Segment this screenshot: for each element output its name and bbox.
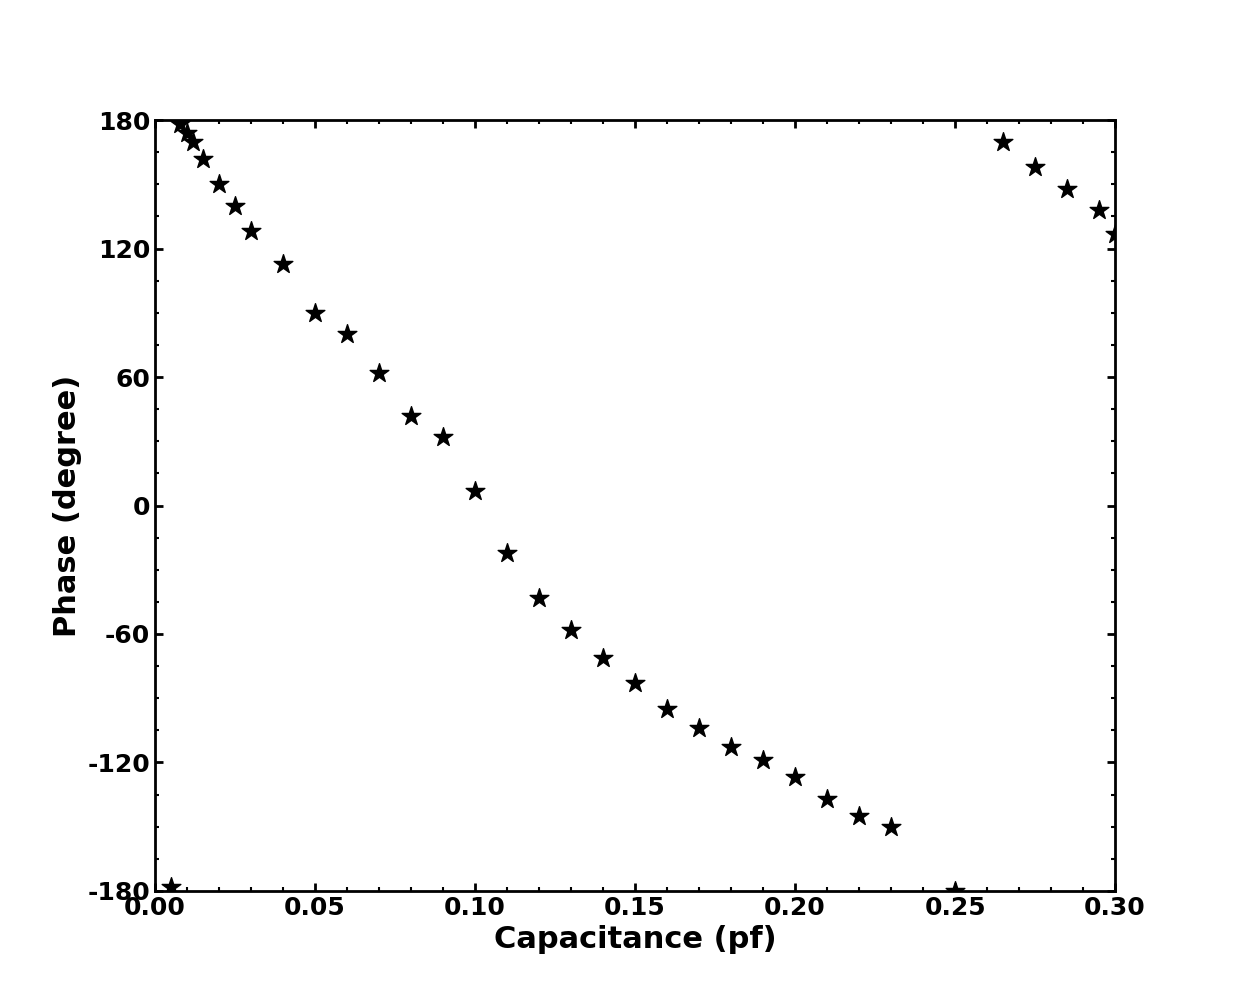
Point [401, 407, 421, 423]
Point [753, 753, 773, 769]
Point [561, 622, 581, 638]
Point [273, 255, 292, 271]
Point [434, 429, 453, 445]
Point [1105, 225, 1125, 241]
Point [1089, 202, 1109, 218]
Point [881, 819, 901, 835]
Point [305, 304, 325, 320]
Point [369, 364, 389, 380]
Point [786, 770, 805, 786]
Point [171, 116, 191, 132]
Point [721, 740, 741, 756]
Point [945, 883, 965, 899]
Point [183, 133, 203, 149]
Point [337, 326, 357, 342]
Point [818, 791, 838, 807]
Point [1057, 180, 1077, 196]
Y-axis label: Phase (degree): Phase (degree) [53, 374, 82, 637]
Point [209, 176, 229, 192]
Point [161, 879, 181, 895]
Point [994, 133, 1014, 149]
Point [497, 545, 517, 561]
Point [240, 223, 260, 239]
Point [657, 701, 676, 717]
Point [689, 720, 709, 736]
Point [849, 808, 869, 824]
Point [465, 482, 484, 498]
Point [1025, 159, 1044, 175]
X-axis label: Capacitance (pf): Capacitance (pf) [493, 925, 777, 954]
Point [177, 125, 197, 141]
Point [193, 150, 213, 166]
Point [529, 590, 549, 606]
Point [593, 650, 613, 666]
Point [626, 676, 646, 692]
Point [225, 198, 245, 214]
